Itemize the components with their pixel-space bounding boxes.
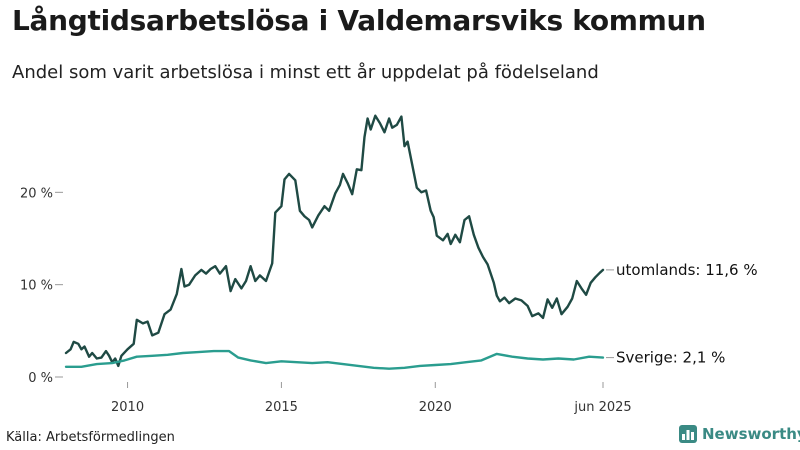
x-tick-label: 2015 — [265, 400, 298, 415]
x-tick-label: jun 2025 — [573, 400, 631, 415]
series-line-utomlands — [64, 114, 605, 368]
source-note: Källa: Arbetsförmedlingen — [6, 430, 175, 445]
brand-name: Newsworthy — [702, 425, 800, 443]
series-line-sverige — [64, 349, 605, 370]
series-end-label-utomlands: utomlands: 11,6 % — [616, 261, 758, 279]
chart-logo-icon — [679, 425, 697, 443]
y-tick-label: 10 % — [20, 279, 53, 294]
y-tick-label: 0 % — [28, 371, 53, 386]
x-tick-label: 2010 — [111, 400, 144, 415]
y-tick-label: 20 % — [20, 186, 53, 201]
x-tick-label: 2020 — [419, 400, 452, 415]
chart-subtitle: Andel som varit arbetslösa i minst ett å… — [12, 62, 599, 83]
chart-title: Långtidsarbetslösa i Valdemarsviks kommu… — [12, 4, 706, 37]
newsworthy-logo: Newsworthy — [679, 425, 800, 443]
series-end-label-sverige: Sverige: 2,1 % — [616, 349, 725, 367]
